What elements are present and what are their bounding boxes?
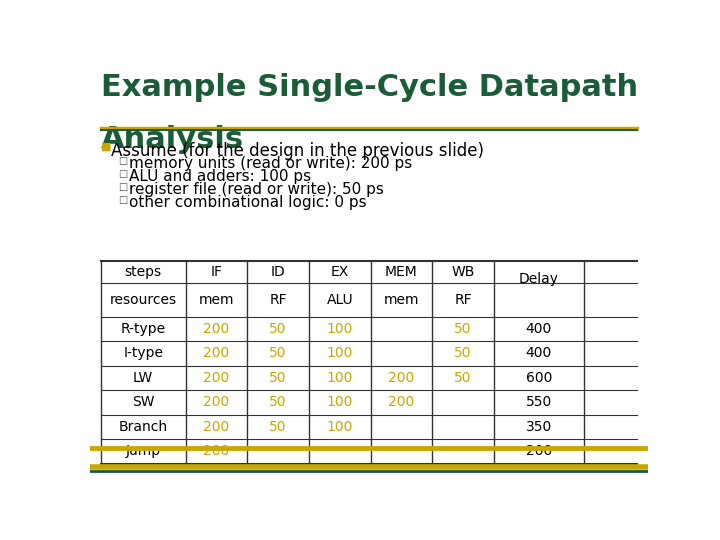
Text: 100: 100 — [327, 420, 353, 434]
Text: Delay: Delay — [518, 272, 559, 286]
Text: 50: 50 — [454, 322, 472, 336]
Text: 400: 400 — [526, 346, 552, 360]
Bar — [101, 390, 637, 415]
Text: 200: 200 — [388, 395, 415, 409]
Text: Assume (for the design in the previous slide): Assume (for the design in the previous s… — [111, 142, 484, 160]
Text: □: □ — [118, 168, 127, 179]
Text: 50: 50 — [454, 371, 472, 385]
Text: 100: 100 — [327, 371, 353, 385]
Text: 600: 600 — [526, 371, 552, 385]
Text: 50: 50 — [269, 346, 287, 360]
Bar — [101, 341, 637, 366]
Text: 200: 200 — [388, 371, 415, 385]
Text: Branch: Branch — [119, 420, 168, 434]
Text: 50: 50 — [269, 322, 287, 336]
Bar — [101, 283, 637, 316]
Bar — [101, 261, 637, 283]
Text: 550: 550 — [526, 395, 552, 409]
Text: 200: 200 — [203, 395, 230, 409]
Text: Example Single-Cycle Datapath: Example Single-Cycle Datapath — [101, 72, 638, 102]
Text: 350: 350 — [526, 420, 552, 434]
Text: ID: ID — [271, 265, 285, 279]
Text: other combinational logic: 0 ps: other combinational logic: 0 ps — [129, 195, 366, 210]
Text: mem: mem — [384, 293, 419, 307]
Text: LW: LW — [133, 371, 153, 385]
Text: 400: 400 — [526, 322, 552, 336]
Text: Analysis: Analysis — [101, 125, 244, 154]
Text: I-type: I-type — [123, 346, 163, 360]
Text: ALU: ALU — [326, 293, 353, 307]
Text: 200: 200 — [203, 346, 230, 360]
Text: EX: EX — [330, 265, 349, 279]
Bar — [101, 415, 637, 439]
Text: □: □ — [118, 195, 127, 205]
Text: RF: RF — [269, 293, 287, 307]
Text: ALU and adders: 100 ps: ALU and adders: 100 ps — [129, 168, 311, 184]
Text: memory units (read or write): 200 ps: memory units (read or write): 200 ps — [129, 156, 412, 171]
Text: IF: IF — [210, 265, 222, 279]
Text: □: □ — [118, 156, 127, 166]
Text: 50: 50 — [454, 346, 472, 360]
Text: 200: 200 — [203, 371, 230, 385]
Bar — [101, 439, 637, 464]
Text: 200: 200 — [526, 444, 552, 458]
Text: 200: 200 — [203, 420, 230, 434]
Text: mem: mem — [199, 293, 234, 307]
Text: 50: 50 — [269, 395, 287, 409]
Text: 100: 100 — [327, 346, 353, 360]
Text: WB: WB — [451, 265, 474, 279]
Text: 50: 50 — [269, 371, 287, 385]
Text: ■: ■ — [101, 142, 112, 152]
Text: RF: RF — [454, 293, 472, 307]
Text: Jump: Jump — [126, 444, 161, 458]
Text: 100: 100 — [327, 322, 353, 336]
Text: SW: SW — [132, 395, 155, 409]
Bar — [101, 366, 637, 390]
Text: MEM: MEM — [385, 265, 418, 279]
Text: register file (read or write): 50 ps: register file (read or write): 50 ps — [129, 182, 384, 197]
Text: 100: 100 — [327, 395, 353, 409]
Bar — [101, 316, 637, 341]
Text: steps: steps — [125, 265, 162, 279]
Text: 50: 50 — [269, 420, 287, 434]
Text: □: □ — [118, 182, 127, 192]
Text: R-type: R-type — [121, 322, 166, 336]
Text: resources: resources — [109, 293, 177, 307]
Text: 200: 200 — [203, 444, 230, 458]
Text: 200: 200 — [203, 322, 230, 336]
